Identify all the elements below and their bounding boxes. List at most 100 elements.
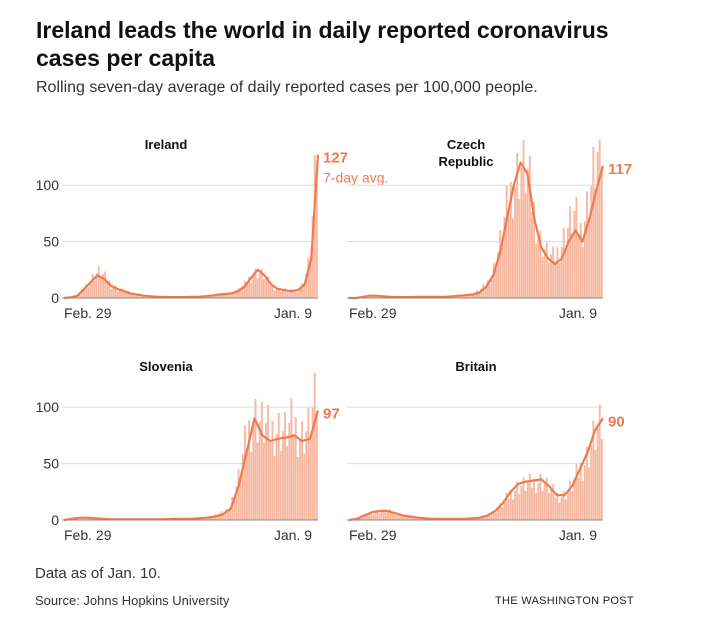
daily-bar [514,491,517,520]
x-start-label: Feb. 29 [349,527,397,543]
daily-bar [372,514,375,520]
panel-britain: Britain Feb. 29 Jan. 9 90 [347,359,625,543]
daily-bar [454,296,457,298]
daily-bar [567,490,569,520]
daily-bar [486,280,489,298]
daily-bars [66,155,318,298]
daily-bar [567,227,569,298]
daily-bar [564,248,567,298]
daily-bar [569,206,572,298]
daily-bar [91,274,94,298]
daily-bar [93,280,96,298]
daily-bar [210,295,212,298]
daily-bar [311,407,314,520]
x-start-label: Feb. 29 [64,305,112,321]
daily-bar [545,477,548,520]
daily-bar [237,288,240,298]
daily-bar [311,216,314,298]
daily-bar [590,445,593,520]
daily-bar [478,517,481,520]
daily-bar [378,296,381,298]
daily-bar [273,455,276,520]
daily-bar [577,478,580,520]
daily-bar [520,167,523,298]
daily-bar [507,213,510,298]
daily-bar [307,407,310,520]
daily-bar [121,288,124,298]
daily-bar [368,295,370,298]
daily-bar [83,289,85,298]
daily-bar [222,512,225,520]
daily-bar [303,285,306,298]
daily-bar [387,510,390,520]
daily-bar [560,496,563,520]
daily-bar [596,427,599,520]
daily-bar [533,478,536,520]
daily-bar [277,412,280,520]
daily-bar [292,435,295,520]
daily-bar [490,513,493,520]
avg-annotation: 7-day avg. [323,170,388,186]
daily-bar [224,509,227,520]
source-credit: Source: Johns Hopkins University [35,593,230,608]
daily-bar [286,291,289,298]
daily-bar [522,140,525,298]
daily-bar [260,268,263,298]
panel-title-line: Czech [447,137,485,152]
daily-bar [482,284,485,298]
daily-bar [592,420,595,520]
avg-line [63,410,320,522]
daily-bar [552,484,555,520]
daily-bar [526,482,529,520]
daily-bar [556,492,559,520]
daily-bar [248,420,251,520]
daily-bar [226,294,229,298]
end-value-label: 127 [323,150,348,167]
daily-bar [545,242,548,298]
daily-bar [250,451,253,520]
daily-bar [235,486,238,520]
daily-bar [127,290,130,298]
end-value-label: 117 [608,161,632,178]
daily-bar [550,488,552,520]
daily-bar [110,288,113,298]
daily-bar [116,291,119,298]
daily-bar [471,294,474,298]
avg-line [348,417,604,522]
daily-bar [600,166,603,298]
daily-bar [271,420,274,520]
daily-bar [600,438,603,520]
daily-bar [399,513,402,520]
daily-bar [305,431,308,520]
daily-bar [543,249,546,298]
daily-bar [229,293,232,298]
daily-bar [271,284,274,298]
daily-bar [218,513,221,520]
y-tick-label: 0 [51,290,59,306]
daily-bar [265,277,267,298]
daily-bar [290,398,293,520]
panel-title: Britain [455,359,496,374]
daily-bar [372,296,375,298]
daily-bar [560,247,563,298]
daily-bar [87,287,90,298]
daily-bar [298,288,301,298]
daily-bar [290,288,293,298]
daily-bar [501,243,504,298]
daily-bar [397,514,400,520]
daily-bar [106,282,109,298]
daily-bar [495,268,497,298]
daily-bar [248,276,251,298]
daily-bar [408,516,411,520]
daily-bar [524,192,527,298]
y-tick-label: 50 [43,234,59,250]
daily-bar [575,464,578,520]
daily-bar [524,491,527,520]
daily-bar [250,282,253,298]
daily-bar [307,258,310,298]
daily-bar [539,230,542,298]
x-end-label: Jan. 9 [559,305,597,321]
daily-bar [203,518,206,520]
end-value-label: 97 [323,406,340,423]
